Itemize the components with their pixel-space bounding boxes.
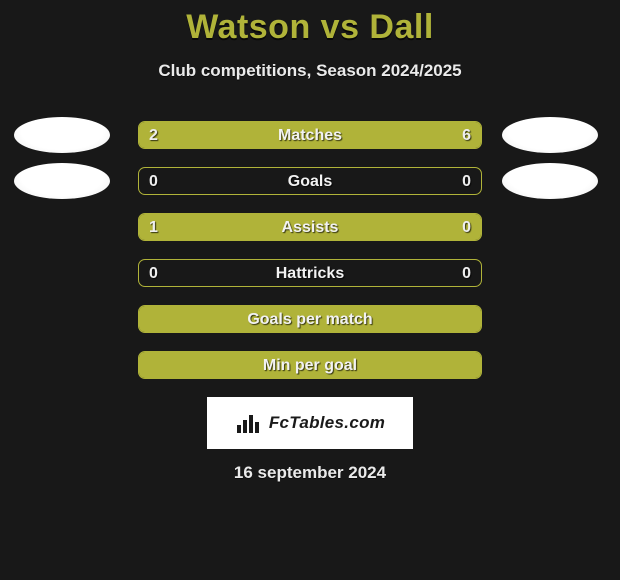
- bar-right-fill: [225, 122, 482, 148]
- stat-value-right: 0: [462, 168, 471, 195]
- stat-value-left: 0: [149, 260, 158, 287]
- stat-label: Hattricks: [139, 260, 481, 287]
- brand-logo: FcTables.com: [207, 397, 413, 449]
- date-text: 16 september 2024: [0, 463, 620, 483]
- stat-label: Goals: [139, 168, 481, 195]
- player-photo-right: [502, 163, 598, 199]
- stat-bar: 0 0Hattricks: [138, 259, 482, 287]
- stat-bar: 0 0Goals: [138, 167, 482, 195]
- bar-left-fill: [139, 214, 396, 240]
- stat-value-right: 0: [462, 214, 471, 241]
- subtitle: Club competitions, Season 2024/2025: [0, 61, 620, 81]
- stat-row: 0 0Goals: [0, 159, 620, 205]
- player-photo-right: [502, 117, 598, 153]
- stat-bar: Min per goal: [138, 351, 482, 379]
- bars-icon: [235, 411, 263, 435]
- stat-value-left: 1: [149, 214, 158, 241]
- stat-value-right: 6: [462, 122, 471, 149]
- stats-list: 26Matches00Goals10Assists00HattricksGoal…: [0, 113, 620, 389]
- stat-row: Goals per match: [0, 297, 620, 343]
- stat-value-right: 0: [462, 260, 471, 287]
- stat-bar: 26Matches: [138, 121, 482, 149]
- stat-bar: 10Assists: [138, 213, 482, 241]
- bar-left-fill: [139, 352, 481, 378]
- player-photo-left: [14, 163, 110, 199]
- stat-value-left: 2: [149, 122, 158, 149]
- player-photo-left: [14, 117, 110, 153]
- stat-row: Min per goal: [0, 343, 620, 389]
- comparison-card: Watson vs Dall Club competitions, Season…: [0, 0, 620, 580]
- stat-bar: Goals per match: [138, 305, 482, 333]
- stat-value-left: 0: [149, 168, 158, 195]
- brand-text: FcTables.com: [269, 413, 385, 433]
- page-title: Watson vs Dall: [0, 8, 620, 47]
- bar-left-fill: [139, 306, 481, 332]
- stat-row: 10Assists: [0, 205, 620, 251]
- stat-row: 0 0Hattricks: [0, 251, 620, 297]
- stat-row: 26Matches: [0, 113, 620, 159]
